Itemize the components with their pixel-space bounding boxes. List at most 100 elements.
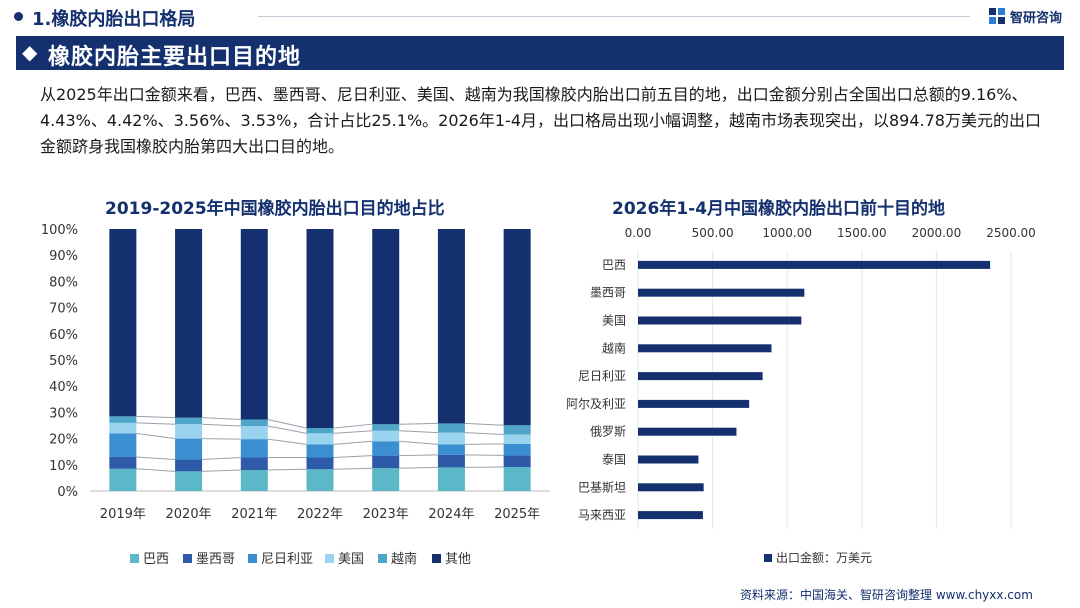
legend-swatch	[183, 554, 192, 563]
y-category-label: 美国	[602, 314, 626, 328]
hbar	[638, 511, 703, 520]
legend-swatch	[764, 554, 772, 562]
x-tick-label: 0.00	[625, 226, 652, 240]
y-tick-label: 30%	[49, 406, 78, 421]
stacked-bar-segment	[109, 456, 137, 469]
hbar	[638, 344, 772, 353]
stacked-bar-segment	[240, 439, 268, 458]
legend-label: 尼日利亚	[261, 552, 313, 567]
x-tick-label: 2022年	[297, 507, 343, 522]
series-connector-line	[464, 422, 504, 426]
stacked-bar-segment	[175, 459, 203, 472]
y-tick-label: 20%	[49, 433, 78, 448]
x-tick-label: 2021年	[231, 507, 277, 522]
stacked-bar-segment	[372, 229, 400, 425]
source-footer: 资料来源：中国海关、智研咨询整理 www.chyxx.com	[740, 588, 1033, 602]
section-banner: ◆ 橡胶内胎主要出口目的地	[16, 36, 1064, 70]
stacked-bar-segment	[372, 455, 400, 469]
stacked-bar-segment	[109, 468, 137, 491]
series-connector-line	[399, 440, 438, 445]
zhiyan-logo-icon	[989, 8, 1005, 24]
y-tick-label: 70%	[49, 302, 78, 317]
banner-title: 橡胶内胎主要出口目的地	[48, 45, 302, 70]
x-tick-label: 2023年	[363, 507, 409, 522]
series-connector-line	[399, 454, 438, 457]
legend-swatch	[432, 554, 441, 563]
double-diamond-icon: ◆	[22, 40, 38, 64]
stacked-bar-segment	[175, 471, 203, 491]
series-connector-line	[333, 440, 373, 445]
header-divider	[258, 16, 970, 17]
x-tick-label: 1000.00	[762, 226, 812, 240]
y-tick-label: 80%	[49, 275, 78, 290]
hbar	[638, 372, 763, 381]
hbar	[638, 427, 737, 436]
x-tick-label: 1500.00	[837, 226, 887, 240]
stacked-bar-segment	[175, 424, 203, 439]
legend-swatch	[378, 554, 387, 563]
summary-paragraph: 从2025年出口金额来看，巴西、墨西哥、尼日利亚、美国、越南为我国橡胶内胎出口前…	[40, 85, 1041, 156]
series-connector-line	[333, 455, 373, 458]
stacked-bar-segment	[175, 438, 203, 460]
y-category-label: 巴基斯坦	[578, 480, 626, 494]
legend-label: 越南	[391, 551, 417, 567]
y-tick-label: 40%	[49, 380, 78, 395]
series-connector-line	[202, 456, 241, 461]
y-category-label: 阿尔及利亚	[566, 396, 626, 411]
legend-swatch	[325, 554, 334, 563]
stacked-bar-segment	[306, 428, 334, 434]
series-connector-line	[136, 422, 176, 425]
stacked-bar-segment	[503, 434, 531, 444]
stacked-bar-segment	[503, 455, 531, 468]
stacked-bar-segment	[306, 433, 334, 445]
stacked-bar-segment	[437, 432, 465, 445]
series-connector-line	[267, 468, 307, 471]
stacked-bar-segment	[240, 229, 268, 420]
series-connector-line	[202, 417, 241, 420]
x-tick-label: 2500.00	[986, 226, 1036, 240]
stacked-bar-segment	[503, 425, 531, 435]
y-tick-label: 60%	[49, 328, 78, 343]
stacked-bar-segment	[372, 424, 400, 431]
x-tick-label: 2019年	[100, 507, 146, 522]
series-connector-line	[399, 422, 438, 425]
stacked-chart-title: 2019-2025年中国橡胶内胎出口目的地占比	[105, 199, 445, 219]
top-bar: 1.橡胶内胎出口格局 智研咨询	[0, 0, 1080, 34]
hbar	[638, 316, 802, 325]
y-category-label: 俄罗斯	[590, 425, 626, 439]
y-tick-label: 90%	[49, 249, 78, 264]
series-connector-line	[202, 423, 241, 427]
stacked-bar-segment	[503, 467, 531, 491]
stacked-bar-segment	[175, 229, 203, 418]
stacked-bar-segment	[306, 444, 334, 458]
stacked-bar-segment	[109, 416, 137, 423]
series-connector-line	[333, 467, 373, 470]
stacked-bar-segment	[240, 457, 268, 471]
series-connector-line	[267, 425, 307, 434]
x-tick-label: 2024年	[428, 507, 474, 522]
legend-label: 美国	[338, 552, 364, 567]
stacked-bar-segment	[372, 468, 400, 491]
stacked-bar-segment	[437, 423, 465, 433]
series-connector-line	[136, 415, 176, 419]
stacked-bar-segment	[240, 419, 268, 427]
stacked-bar-segment	[437, 444, 465, 455]
stacked-bar-segment	[240, 426, 268, 440]
stacked-bar-chart: 0% 10% 20% 30% 40% 50% 60% 70% 80% 90% 100% 2019年 20…	[41, 223, 550, 567]
series-connector-line	[464, 443, 504, 445]
stacked-bar-segment	[437, 229, 465, 424]
x-tick-label: 2000.00	[912, 226, 962, 240]
y-tick-label: 50%	[49, 354, 78, 369]
stacked-bar-segment	[306, 229, 334, 429]
y-tick-label: 100%	[41, 223, 78, 238]
hbar-chart-title: 2026年1-4月中国橡胶内胎出口前十目的地	[612, 199, 946, 219]
x-tick-label: 2025年	[494, 507, 540, 522]
stacked-bar-segment	[437, 454, 465, 468]
y-category-label: 墨西哥	[590, 286, 626, 300]
series-connector-line	[464, 454, 504, 456]
hbar	[638, 288, 805, 297]
legend-swatch	[248, 554, 257, 563]
series-connector-line	[464, 432, 504, 435]
stacked-bar-segment	[437, 467, 465, 491]
x-tick-label: 2020年	[166, 507, 212, 522]
